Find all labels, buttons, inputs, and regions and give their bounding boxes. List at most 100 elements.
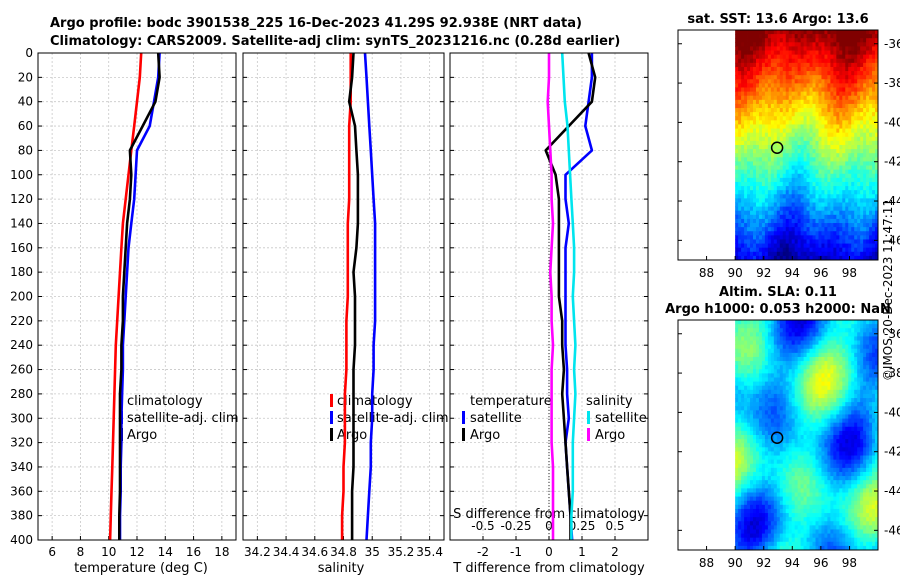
field-cell <box>770 402 775 407</box>
field-cell <box>779 418 784 424</box>
sla-map-panel: Altim. SLA: 0.11 Argo h1000: 0.053 h2000… <box>665 285 900 570</box>
field-cell <box>764 247 769 253</box>
field-cell <box>869 365 873 370</box>
field-cell <box>741 103 745 109</box>
field-cell <box>860 210 864 216</box>
field-cell <box>738 58 742 64</box>
field-cell <box>779 320 784 325</box>
field-cell <box>824 210 828 216</box>
field-cell <box>744 91 748 97</box>
field-cell <box>824 91 828 97</box>
field-cell <box>842 361 846 366</box>
field-cell <box>770 365 775 370</box>
field-cell <box>824 365 828 370</box>
field-cell <box>824 467 828 473</box>
field-cell <box>830 471 834 477</box>
field-cell <box>860 451 864 456</box>
field-cell <box>875 243 879 249</box>
field-cell <box>827 344 831 350</box>
field-cell <box>803 467 807 473</box>
field-cell <box>788 66 793 72</box>
field-cell <box>764 426 769 432</box>
field-cell <box>738 161 742 166</box>
field-cell <box>830 476 834 481</box>
field-cell <box>833 198 837 203</box>
field-cell <box>779 430 784 436</box>
x-tick-label: 88 <box>699 266 714 280</box>
field-cell <box>869 320 873 325</box>
field-cell <box>818 42 822 47</box>
field-cell <box>869 385 873 391</box>
field-cell <box>815 165 819 171</box>
field-cell <box>803 243 807 249</box>
field-cell <box>744 120 748 125</box>
field-cell <box>833 206 837 212</box>
field-cell <box>738 210 742 216</box>
field-cell <box>806 393 810 399</box>
field-cell <box>872 255 876 261</box>
field-cell <box>875 103 879 109</box>
field-cell <box>791 202 796 208</box>
field-cell <box>824 373 828 378</box>
field-cell <box>747 398 751 403</box>
field-cell <box>836 140 840 146</box>
field-cell <box>767 239 772 244</box>
field-cell <box>833 393 837 399</box>
field-cell <box>845 255 849 261</box>
field-cell <box>776 348 781 354</box>
field-cell <box>788 402 793 407</box>
field-cell <box>797 99 802 105</box>
field-cell <box>779 414 784 419</box>
field-cell <box>785 414 790 419</box>
field-cell <box>824 361 828 366</box>
field-cell <box>753 202 757 208</box>
field-cell <box>812 377 816 383</box>
field-cell <box>821 426 825 432</box>
field-cell <box>758 435 763 440</box>
field-cell <box>821 223 825 228</box>
field-cell <box>773 194 778 199</box>
field-cell <box>842 30 846 35</box>
y-tick-label: 160 <box>10 241 33 255</box>
field-cell <box>851 62 855 68</box>
field-cell <box>767 124 772 129</box>
field-cell <box>860 214 864 220</box>
field-cell <box>839 352 843 358</box>
field-cell <box>779 173 784 179</box>
field-cell <box>750 447 754 452</box>
field-cell <box>782 410 787 415</box>
field-cell <box>761 181 766 187</box>
field-cell <box>863 202 867 208</box>
field-cell <box>839 239 843 244</box>
field-cell <box>764 38 769 43</box>
field-cell <box>767 336 772 341</box>
field-cell <box>791 34 796 39</box>
field-cell <box>863 255 867 261</box>
field-cell <box>770 145 775 150</box>
field-cell <box>824 332 828 337</box>
field-cell <box>747 352 751 358</box>
field-cell <box>854 87 858 93</box>
field-cell <box>744 471 748 477</box>
field-cell <box>848 157 852 162</box>
field-cell <box>851 447 855 452</box>
field-cell <box>842 227 846 232</box>
field-cell <box>758 451 763 456</box>
field-cell <box>767 149 772 154</box>
field-cell <box>815 373 819 378</box>
field-cell <box>755 352 760 358</box>
field-cell <box>872 177 876 183</box>
field-cell <box>773 389 778 395</box>
field-cell <box>788 34 793 39</box>
field-cell <box>875 136 879 142</box>
field-cell <box>806 95 810 101</box>
field-cell <box>779 324 784 329</box>
field-cell <box>863 231 867 236</box>
field-cell <box>809 402 813 407</box>
field-cell <box>827 128 831 134</box>
field-cell <box>839 471 843 477</box>
field-cell <box>854 58 858 64</box>
field-cell <box>821 340 825 346</box>
field-cell <box>773 443 778 448</box>
field-cell <box>842 467 846 473</box>
